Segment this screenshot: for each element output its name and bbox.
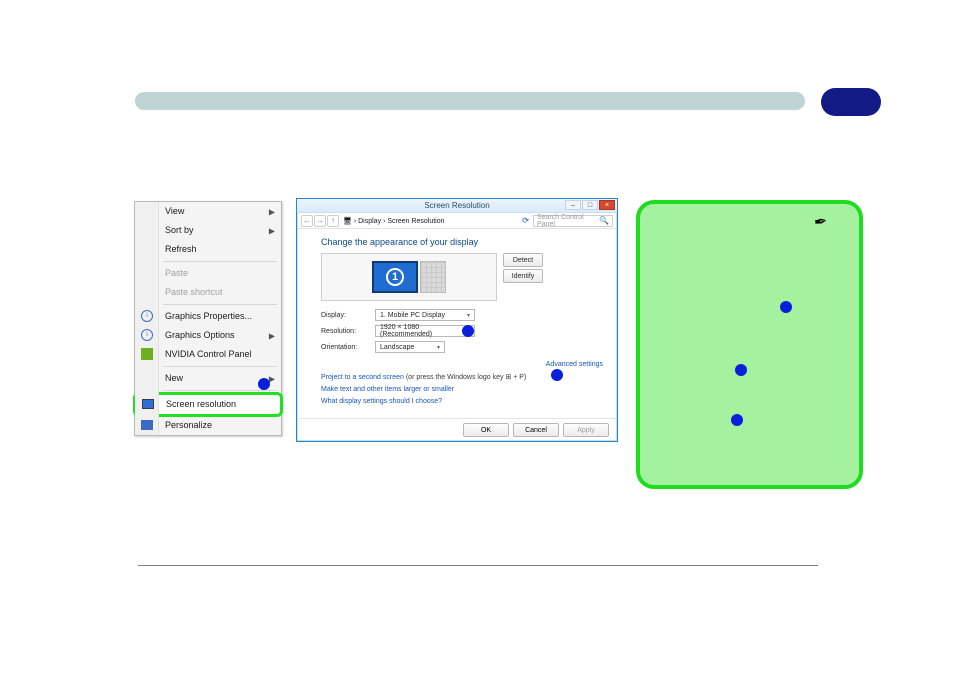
identify-button[interactable]: Identify [503, 269, 543, 283]
apply-button[interactable]: Apply [563, 423, 609, 437]
menu-new-label: New [165, 373, 183, 383]
intel-icon: i [140, 309, 154, 323]
detect-button[interactable]: Detect [503, 253, 543, 267]
callout-dot-1 [258, 378, 270, 390]
menu-refresh[interactable]: Refresh [135, 240, 281, 259]
annotation-note: ✒ [636, 200, 863, 489]
breadcrumb-icon: 🖥 [343, 218, 352, 225]
search-placeholder: Search Control Panel [537, 214, 599, 228]
screen-resolution-window: Screen Resolution – □ × ← → ↑ 🖥 › Displa… [296, 198, 618, 442]
menu-graphics-options-label: Graphics Options [165, 330, 235, 340]
nav-back-button[interactable]: ← [301, 215, 313, 227]
which-settings-link[interactable]: What display settings should I choose? [321, 398, 442, 405]
menu-separator [163, 390, 277, 391]
desktop-context-menu: View ▶ Sort by ▶ Refresh Paste Paste sho… [134, 201, 282, 436]
nav-up-button[interactable]: ↑ [327, 215, 339, 227]
menu-graphics-options[interactable]: i Graphics Options ▶ [135, 326, 281, 345]
pen-icon: ✒ [812, 211, 829, 233]
submenu-arrow-icon: ▶ [269, 329, 275, 342]
callout-dot-5 [735, 364, 747, 376]
refresh-button[interactable]: ⟳ [522, 216, 529, 225]
menu-graphics-properties[interactable]: i Graphics Properties... [135, 307, 281, 326]
personalize-icon [140, 418, 154, 432]
menu-view-label: View [165, 206, 184, 216]
advanced-settings-link[interactable]: Advanced settings [546, 361, 603, 368]
search-icon: 🔍 [599, 216, 609, 225]
resolution-select-value: 1920 × 1080 (Recommended) [380, 324, 467, 338]
menu-paste: Paste [135, 264, 281, 283]
chevron-down-icon: ▾ [437, 344, 440, 351]
menu-nvidia-label: NVIDIA Control Panel [165, 349, 252, 359]
project-second-screen-tail: (or press the Windows logo key ⊞ + P) [406, 374, 526, 381]
display-preview[interactable]: 1 [321, 253, 497, 301]
menu-separator [163, 366, 277, 367]
submenu-arrow-icon: ▶ [269, 224, 275, 237]
callout-dot-3 [551, 369, 563, 381]
menu-screen-resolution[interactable]: Screen resolution [136, 395, 280, 414]
window-toolbar: ← → ↑ 🖥 › Display › Screen Resolution ⟳ … [297, 213, 617, 229]
menu-view[interactable]: View ▶ [135, 202, 281, 221]
chevron-down-icon: ▾ [467, 312, 470, 319]
cancel-button[interactable]: Cancel [513, 423, 559, 437]
window-minimize-button[interactable]: – [565, 200, 581, 210]
callout-dot-4 [780, 301, 792, 313]
orientation-select-value: Landscape [380, 344, 414, 351]
menu-personalize-label: Personalize [165, 420, 212, 430]
monitor-2-disabled[interactable] [420, 261, 446, 293]
top-bar-track [135, 92, 805, 110]
menu-personalize[interactable]: Personalize [135, 416, 281, 435]
display-label: Display: [321, 312, 375, 319]
menu-separator [163, 304, 277, 305]
menu-separator [163, 261, 277, 262]
callout-dot-2 [462, 325, 474, 337]
window-maximize-button[interactable]: □ [582, 200, 598, 210]
menu-paste-label: Paste [165, 268, 188, 278]
text-size-link[interactable]: Make text and other items larger or smal… [321, 386, 454, 393]
display-select-value: 1. Mobile PC Display [380, 312, 445, 319]
breadcrumb-display[interactable]: Display [358, 218, 381, 225]
project-second-screen-link[interactable]: Project to a second screen [321, 374, 404, 381]
submenu-arrow-icon: ▶ [269, 205, 275, 218]
top-bar-pill [821, 88, 881, 116]
menu-paste-shortcut-label: Paste shortcut [165, 287, 223, 297]
nvidia-icon [140, 347, 154, 361]
menu-graphics-properties-label: Graphics Properties... [165, 311, 252, 321]
menu-screen-resolution-highlight: Screen resolution [133, 392, 283, 417]
orientation-select[interactable]: Landscape ▾ [375, 341, 445, 353]
menu-sort-by-label: Sort by [165, 225, 194, 235]
breadcrumb[interactable]: 🖥 › Display › Screen Resolution [343, 217, 518, 225]
callout-dot-6 [731, 414, 743, 426]
search-control-panel[interactable]: Search Control Panel 🔍 [533, 215, 613, 227]
ok-button[interactable]: OK [463, 423, 509, 437]
resolution-select[interactable]: 1920 × 1080 (Recommended) ▾ [375, 325, 475, 337]
window-footer: OK Cancel Apply [297, 418, 617, 441]
display-select[interactable]: 1. Mobile PC Display ▾ [375, 309, 475, 321]
menu-screen-resolution-label: Screen resolution [166, 399, 236, 409]
menu-nvidia-control-panel[interactable]: NVIDIA Control Panel [135, 345, 281, 364]
menu-paste-shortcut: Paste shortcut [135, 283, 281, 302]
page-heading: Change the appearance of your display [321, 237, 603, 247]
resolution-label: Resolution: [321, 328, 375, 335]
window-close-button[interactable]: × [599, 200, 615, 210]
breadcrumb-screenres[interactable]: Screen Resolution [387, 218, 444, 225]
monitor-1-label: 1 [386, 268, 404, 286]
window-titlebar[interactable]: Screen Resolution – □ × [297, 199, 617, 213]
monitor-1[interactable]: 1 [372, 261, 418, 293]
monitor-icon [141, 397, 155, 411]
footer-rule [138, 565, 818, 566]
menu-refresh-label: Refresh [165, 244, 197, 254]
nav-forward-button[interactable]: → [314, 215, 326, 227]
intel-icon: i [140, 328, 154, 342]
menu-sort-by[interactable]: Sort by ▶ [135, 221, 281, 240]
orientation-label: Orientation: [321, 344, 375, 351]
